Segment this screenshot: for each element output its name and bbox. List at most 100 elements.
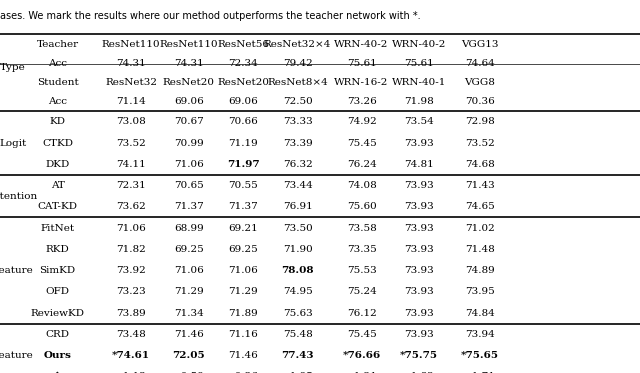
Text: Ours: Ours [44,351,72,360]
Text: +1.95: +1.95 [282,372,314,373]
Text: 76.91: 76.91 [283,202,312,211]
Text: 71.19: 71.19 [228,138,258,148]
Text: 69.21: 69.21 [228,223,258,233]
Text: 74.92: 74.92 [347,117,376,126]
Text: VGG13: VGG13 [461,40,499,49]
Text: 73.52: 73.52 [465,138,495,148]
Text: ResNet8×4: ResNet8×4 [268,78,328,87]
Text: ResNet110: ResNet110 [159,40,218,49]
Text: ResNet56: ResNet56 [217,40,269,49]
Text: ↑: ↑ [53,372,62,373]
Text: 75.63: 75.63 [283,308,312,318]
Text: 71.37: 71.37 [174,202,204,211]
Text: 70.99: 70.99 [174,138,204,148]
Text: 73.95: 73.95 [465,287,495,297]
Text: +0.59: +0.59 [173,372,205,373]
Text: Attention: Attention [0,192,37,201]
Text: Logit: Logit [0,138,26,148]
Text: 73.93: 73.93 [404,245,434,254]
Text: +1.82: +1.82 [403,372,435,373]
Text: 75.60: 75.60 [347,202,376,211]
Text: 72.98: 72.98 [465,117,495,126]
Text: 73.93: 73.93 [404,287,434,297]
Text: 70.65: 70.65 [174,181,204,190]
Text: *76.66: *76.66 [342,351,381,360]
Text: 71.06: 71.06 [116,223,146,233]
Text: 73.48: 73.48 [116,330,146,339]
Text: 73.92: 73.92 [116,266,146,275]
Text: 74.64: 74.64 [465,59,495,68]
Text: *75.65: *75.65 [461,351,499,360]
Text: 73.93: 73.93 [404,266,434,275]
Text: 71.37: 71.37 [228,202,258,211]
Text: 74.89: 74.89 [465,266,495,275]
Text: 70.67: 70.67 [174,117,204,126]
Text: OFD: OFD [45,287,70,297]
Text: 73.26: 73.26 [347,97,376,106]
Text: 71.90: 71.90 [283,245,312,254]
Text: 70.66: 70.66 [228,117,258,126]
Text: 71.16: 71.16 [228,330,258,339]
Text: 73.52: 73.52 [116,138,146,148]
Text: ResNet32: ResNet32 [105,78,157,87]
Text: 74.65: 74.65 [465,202,495,211]
Text: SimKD: SimKD [40,266,76,275]
Text: ResNet110: ResNet110 [102,40,161,49]
Text: 71.43: 71.43 [465,181,495,190]
Text: 74.31: 74.31 [174,59,204,68]
Text: 73.62: 73.62 [116,202,146,211]
Text: 71.06: 71.06 [228,266,258,275]
Text: 73.35: 73.35 [347,245,376,254]
Text: 73.44: 73.44 [283,181,312,190]
Text: 71.46: 71.46 [174,330,204,339]
Text: 71.98: 71.98 [404,97,434,106]
Text: AT: AT [51,181,65,190]
Text: ReviewKD: ReviewKD [31,308,84,318]
Text: 73.93: 73.93 [404,202,434,211]
Text: DKD: DKD [45,160,70,169]
Text: 71.06: 71.06 [174,266,204,275]
Text: 70.36: 70.36 [465,97,495,106]
Text: 75.61: 75.61 [347,59,376,68]
Text: VGG8: VGG8 [465,78,495,87]
Text: 71.29: 71.29 [174,287,204,297]
Text: 75.53: 75.53 [347,266,376,275]
Text: 73.50: 73.50 [283,223,312,233]
Text: Type: Type [0,63,26,72]
Text: 73.93: 73.93 [404,330,434,339]
Text: 76.12: 76.12 [347,308,376,318]
Text: ases. We mark the results where our method outperforms the teacher network with : ases. We mark the results where our meth… [0,11,420,21]
Text: 71.34: 71.34 [174,308,204,318]
Text: 79.42: 79.42 [283,59,312,68]
Text: +1.21: +1.21 [346,372,378,373]
Text: 74.08: 74.08 [347,181,376,190]
Text: ResNet32×4: ResNet32×4 [264,40,332,49]
Text: 77.43: 77.43 [282,351,314,360]
Text: ResNet20: ResNet20 [217,78,269,87]
Text: 68.99: 68.99 [174,223,204,233]
Text: Feature: Feature [0,266,33,275]
Text: 69.25: 69.25 [174,245,204,254]
Text: 74.11: 74.11 [116,160,146,169]
Text: Acc: Acc [48,97,67,106]
Text: WRN-40-2: WRN-40-2 [392,40,446,49]
Text: 70.55: 70.55 [228,181,258,190]
Text: 71.97: 71.97 [227,160,259,169]
Text: 74.68: 74.68 [465,160,495,169]
Text: 73.93: 73.93 [404,138,434,148]
Text: WRN-40-1: WRN-40-1 [392,78,446,87]
Text: 76.32: 76.32 [283,160,312,169]
Text: RKD: RKD [45,245,70,254]
Text: 69.06: 69.06 [174,97,204,106]
Text: KD: KD [50,117,65,126]
Text: Teacher: Teacher [36,40,79,49]
Text: *75.75: *75.75 [400,351,438,360]
Text: 73.89: 73.89 [116,308,146,318]
Text: 73.54: 73.54 [404,117,434,126]
Text: 69.25: 69.25 [228,245,258,254]
Text: 69.06: 69.06 [228,97,258,106]
Text: 76.24: 76.24 [347,160,376,169]
Text: Student: Student [36,78,79,87]
Text: *74.61: *74.61 [112,351,150,360]
Text: Acc: Acc [48,59,67,68]
